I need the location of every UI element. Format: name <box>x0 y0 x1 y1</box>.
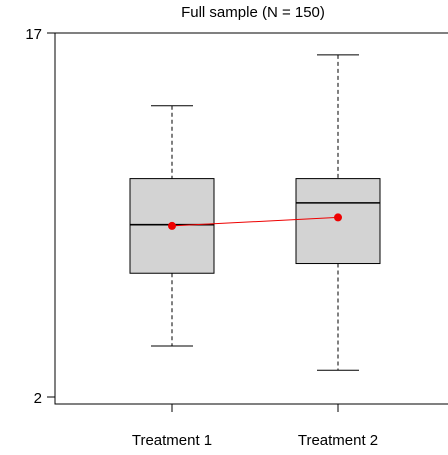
y-tick-label-17: 17 <box>25 26 42 43</box>
y-tick-label-2: 2 <box>34 390 42 407</box>
chart-title: Full sample (N = 150) <box>181 4 325 21</box>
y-axis-ticks: 2 17 <box>25 26 55 407</box>
x-axis-ticks: Treatment 1 Treatment 2 <box>132 404 378 449</box>
mean-connector-line <box>171 216 339 227</box>
boxplots <box>129 54 381 371</box>
x-tick-label-2: Treatment 2 <box>298 432 378 449</box>
mean-markers <box>168 213 342 230</box>
boxplot-2 <box>295 54 381 371</box>
mean-point-1 <box>168 221 176 230</box>
x-tick-label-1: Treatment 1 <box>132 432 212 449</box>
mean-point-2 <box>334 213 342 222</box>
plot-frame <box>54 32 448 405</box>
